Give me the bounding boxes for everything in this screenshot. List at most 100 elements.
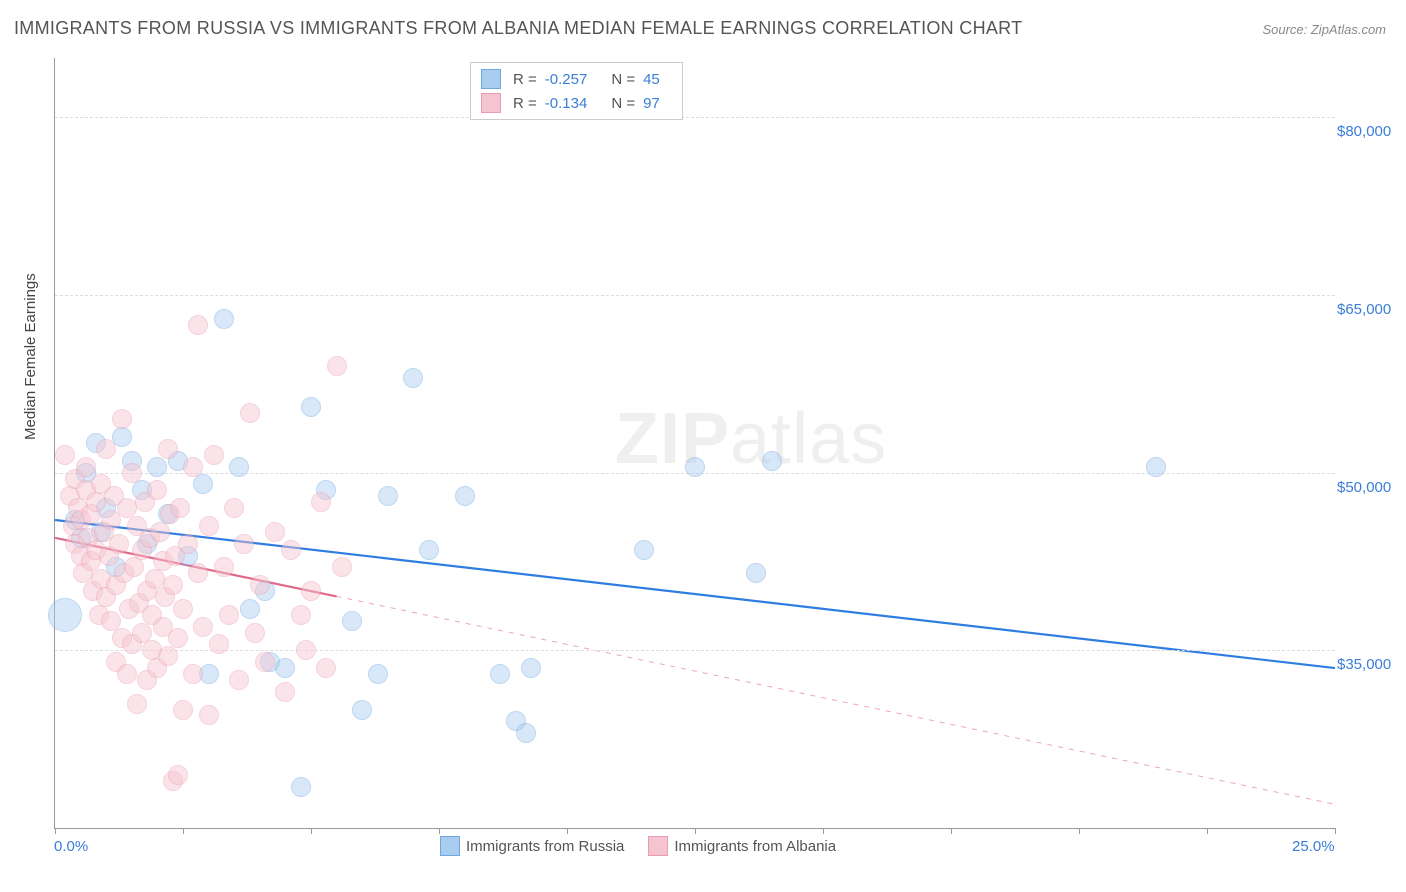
x-tick: [1207, 828, 1208, 834]
x-tick: [823, 828, 824, 834]
y-tick-label: $80,000: [1337, 123, 1405, 140]
data-point: [168, 765, 188, 785]
data-point: [368, 664, 388, 684]
x-tick: [695, 828, 696, 834]
data-point: [48, 598, 82, 632]
y-tick-label: $50,000: [1337, 479, 1405, 496]
data-point: [1146, 457, 1166, 477]
watermark: ZIPatlas: [615, 398, 887, 480]
legend-label: Immigrants from Russia: [466, 838, 624, 855]
n-label: N =: [611, 71, 635, 88]
r-value: -0.134: [545, 95, 588, 112]
x-tick: [1335, 828, 1336, 834]
data-point: [240, 403, 260, 423]
r-value: -0.257: [545, 71, 588, 88]
series-legend: Immigrants from Russia Immigrants from Al…: [440, 836, 836, 856]
data-point: [127, 694, 147, 714]
data-point: [193, 474, 213, 494]
data-point: [229, 670, 249, 690]
legend-label: Immigrants from Albania: [674, 838, 836, 855]
data-point: [378, 486, 398, 506]
data-point: [178, 534, 198, 554]
data-point: [101, 611, 121, 631]
x-tick: [439, 828, 440, 834]
data-point: [296, 640, 316, 660]
x-tick: [951, 828, 952, 834]
data-point: [281, 540, 301, 560]
data-point: [183, 457, 203, 477]
data-point: [746, 563, 766, 583]
data-point: [188, 563, 208, 583]
data-point: [150, 522, 170, 542]
n-value: 97: [643, 95, 660, 112]
data-point: [193, 617, 213, 637]
x-tick: [567, 828, 568, 834]
data-point: [521, 658, 541, 678]
gridline: [55, 117, 1335, 118]
data-point: [158, 646, 178, 666]
x-tick: [183, 828, 184, 834]
chart-title: IMMIGRANTS FROM RUSSIA VS IMMIGRANTS FRO…: [14, 18, 1022, 39]
data-point: [209, 634, 229, 654]
data-point: [76, 457, 96, 477]
data-point: [327, 356, 347, 376]
data-point: [158, 439, 178, 459]
stats-legend: R = -0.257 N = 45 R = -0.134 N = 97: [470, 62, 683, 120]
data-point: [419, 540, 439, 560]
data-point: [122, 463, 142, 483]
data-point: [229, 457, 249, 477]
y-tick-label: $35,000: [1337, 656, 1405, 673]
data-point: [219, 605, 239, 625]
x-tick: [311, 828, 312, 834]
data-point: [117, 664, 137, 684]
data-point: [301, 581, 321, 601]
data-point: [173, 599, 193, 619]
data-point: [147, 457, 167, 477]
data-point: [275, 658, 295, 678]
stats-row: R = -0.134 N = 97: [481, 91, 672, 115]
data-point: [250, 575, 270, 595]
plot-area: ZIPatlas $35,000$50,000$65,000$80,000: [54, 58, 1335, 829]
data-point: [311, 492, 331, 512]
x-tick: [55, 828, 56, 834]
data-point: [147, 480, 167, 500]
data-point: [275, 682, 295, 702]
y-axis-label: Median Female Earnings: [22, 273, 39, 440]
data-point: [188, 315, 208, 335]
data-point: [132, 623, 152, 643]
data-point: [291, 605, 311, 625]
n-value: 45: [643, 71, 660, 88]
data-point: [204, 445, 224, 465]
data-point: [762, 451, 782, 471]
data-point: [490, 664, 510, 684]
legend-swatch: [481, 93, 501, 113]
x-tick-label: 25.0%: [1292, 838, 1335, 855]
data-point: [342, 611, 362, 631]
legend-swatch: [481, 69, 501, 89]
y-tick-label: $65,000: [1337, 301, 1405, 318]
data-point: [240, 599, 260, 619]
stats-row: R =-0.257N =45: [481, 67, 672, 91]
data-point: [685, 457, 705, 477]
r-label: R =: [513, 95, 537, 112]
data-point: [214, 309, 234, 329]
regression-lines: [55, 58, 1335, 828]
data-point: [316, 658, 336, 678]
data-point: [265, 522, 285, 542]
data-point: [224, 498, 244, 518]
x-tick-label: 0.0%: [54, 838, 88, 855]
data-point: [199, 516, 219, 536]
gridline: [55, 295, 1335, 296]
data-point: [403, 368, 423, 388]
data-point: [516, 723, 536, 743]
data-point: [168, 628, 188, 648]
data-point: [109, 534, 129, 554]
data-point: [301, 397, 321, 417]
n-label: N =: [611, 95, 635, 112]
data-point: [163, 575, 183, 595]
data-point: [352, 700, 372, 720]
data-point: [332, 557, 352, 577]
data-point: [455, 486, 475, 506]
data-point: [112, 409, 132, 429]
data-point: [245, 623, 265, 643]
